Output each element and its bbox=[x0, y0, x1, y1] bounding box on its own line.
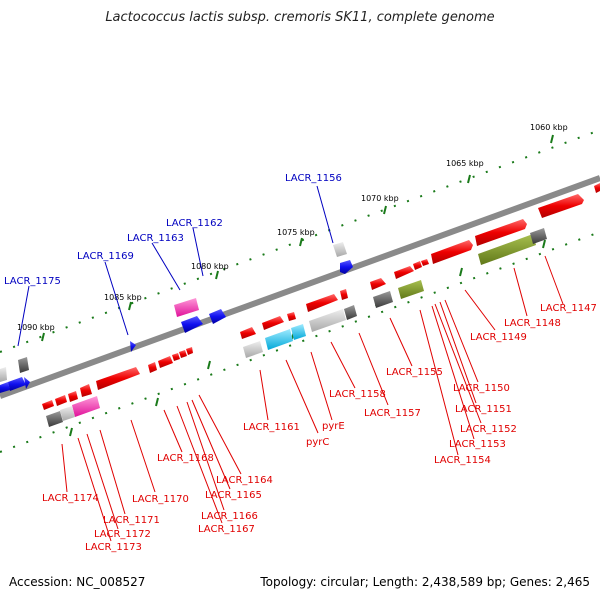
top-gene-labels: LACR_1156 LACR_1162 LACR_1163 LACR_1169 … bbox=[4, 173, 342, 287]
gene-arrow bbox=[240, 327, 256, 339]
lower-strand-genes bbox=[46, 228, 547, 427]
gene-label[interactable]: LACR_1152 bbox=[460, 424, 517, 435]
gene-arrow bbox=[421, 259, 429, 266]
map-title: Lactococcus lactis subsp. cremoris SK11,… bbox=[105, 10, 495, 25]
gene-arrow bbox=[174, 298, 199, 317]
gene-arrow bbox=[475, 219, 527, 246]
gene-arrow bbox=[0, 367, 7, 382]
gene-label[interactable]: LACR_1174 bbox=[42, 493, 99, 504]
gene-label[interactable]: LACR_1153 bbox=[449, 439, 506, 450]
scale-mark: 1080 kbp bbox=[191, 262, 229, 271]
gene-label[interactable]: LACR_1157 bbox=[364, 408, 421, 419]
gene-arrow bbox=[287, 312, 296, 321]
scale-line-bottom bbox=[0, 231, 600, 453]
gene-label[interactable]: LACR_1149 bbox=[470, 332, 527, 343]
genome-backbone bbox=[0, 175, 600, 399]
gene-label[interactable]: LACR_1150 bbox=[453, 383, 510, 394]
scale-line-top bbox=[0, 129, 600, 353]
gene-arrow bbox=[8, 377, 26, 391]
gene-label[interactable]: LACR_1165 bbox=[205, 490, 262, 501]
gene-label[interactable]: pyrC bbox=[306, 437, 329, 448]
gene-label[interactable]: LACR_1155 bbox=[386, 367, 443, 378]
gene-label[interactable]: LACR_1158 bbox=[329, 389, 386, 400]
gene-arrow bbox=[530, 228, 547, 244]
gene-arrow bbox=[72, 396, 100, 417]
scale-mark: 1075 kbp bbox=[277, 228, 315, 237]
scale-mark: 1065 kbp bbox=[446, 159, 484, 168]
gene-label[interactable]: LACR_1170 bbox=[132, 494, 189, 505]
gene-label[interactable]: LACR_1173 bbox=[85, 542, 142, 553]
gene-arrow bbox=[186, 347, 193, 355]
gene-arrow bbox=[309, 309, 346, 332]
gene-label[interactable]: LACR_1171 bbox=[103, 515, 160, 526]
gene-label[interactable]: LACR_1175 bbox=[4, 276, 61, 287]
gene-arrow bbox=[373, 291, 393, 308]
gene-arrow bbox=[478, 234, 536, 265]
gene-arrow bbox=[42, 400, 54, 410]
gene-arrow bbox=[243, 341, 263, 358]
gene-arrow bbox=[431, 240, 473, 264]
gene-label[interactable]: LACR_1156 bbox=[285, 173, 342, 184]
gene-label[interactable]: LACR_1166 bbox=[201, 511, 258, 522]
scale-mark: 1085 kbp bbox=[104, 293, 142, 302]
gene-arrow bbox=[538, 194, 584, 218]
gene-label[interactable]: pyrE bbox=[322, 421, 345, 432]
gene-label[interactable]: LACR_1169 bbox=[77, 251, 134, 262]
upper-strand-genes bbox=[0, 183, 600, 410]
gene-label[interactable]: LACR_1163 bbox=[127, 233, 184, 244]
gene-arrow bbox=[148, 362, 157, 373]
gene-arrow bbox=[80, 384, 92, 397]
top-row-genes bbox=[18, 242, 353, 373]
gene-arrow bbox=[0, 382, 10, 393]
gene-arrow bbox=[340, 260, 353, 274]
scale-mark: 1090 kbp bbox=[17, 323, 55, 332]
gene-arrow bbox=[394, 266, 414, 279]
gene-arrow bbox=[158, 356, 173, 368]
gene-arrow bbox=[370, 278, 386, 290]
scale-mark: 1070 kbp bbox=[361, 194, 399, 203]
gene-arrow bbox=[340, 289, 348, 300]
leader-lines bbox=[17, 185, 564, 542]
gene-arrow bbox=[68, 391, 78, 402]
scale-mark: 1060 kbp bbox=[530, 123, 568, 132]
gene-label[interactable]: LACR_1161 bbox=[243, 422, 300, 433]
bottom-gene-labels: LACR_1147 LACR_1148 LACR_1149 LACR_1150 … bbox=[42, 303, 597, 553]
gene-label[interactable]: LACR_1167 bbox=[198, 524, 255, 535]
gene-arrow bbox=[18, 357, 29, 373]
gene-arrow bbox=[344, 305, 357, 320]
gene-arrow bbox=[172, 353, 180, 361]
gene-arrow bbox=[398, 280, 424, 299]
gene-label[interactable]: LACR_1168 bbox=[157, 453, 214, 464]
gene-arrow bbox=[333, 242, 347, 257]
gene-label[interactable]: LACR_1148 bbox=[504, 318, 561, 329]
gene-arrow bbox=[594, 183, 600, 193]
gene-label[interactable]: LACR_1172 bbox=[94, 529, 151, 540]
gene-arrow bbox=[46, 411, 63, 427]
gene-arrow bbox=[96, 367, 140, 390]
gene-arrow bbox=[413, 261, 422, 270]
gene-arrow bbox=[60, 406, 75, 421]
gene-label[interactable]: LACR_1164 bbox=[216, 475, 273, 486]
gene-arrow bbox=[179, 350, 187, 358]
gene-arrow bbox=[130, 341, 136, 352]
gene-arrow bbox=[181, 316, 203, 333]
gene-label[interactable]: LACR_1154 bbox=[434, 455, 491, 466]
accession-text: Accession: NC_008527 bbox=[9, 575, 146, 589]
gene-arrow bbox=[209, 309, 226, 324]
gene-label[interactable]: LACR_1151 bbox=[455, 404, 512, 415]
gene-label[interactable]: LACR_1147 bbox=[540, 303, 597, 314]
gene-arrow bbox=[262, 316, 284, 330]
gene-arrow bbox=[265, 329, 293, 350]
topology-text: Topology: circular; Length: 2,438,589 bp… bbox=[260, 575, 590, 589]
gene-arrow bbox=[24, 377, 30, 389]
gene-arrow bbox=[306, 294, 338, 312]
gene-arrow bbox=[291, 324, 306, 340]
gene-label[interactable]: LACR_1162 bbox=[166, 218, 223, 229]
gene-arrow bbox=[55, 395, 67, 406]
